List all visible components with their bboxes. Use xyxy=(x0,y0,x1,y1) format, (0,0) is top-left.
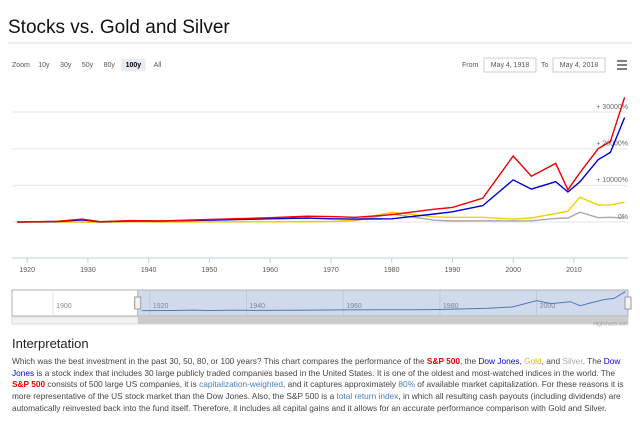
link-text: S&P 500 xyxy=(426,356,460,366)
text-run: is a stock index that includes 30 large … xyxy=(34,367,616,378)
chart-page: Stocks vs. Gold and Silver Zoom 10y 30y 50y… xyxy=(8,17,632,327)
series-line xyxy=(17,97,626,223)
x-tick-label: 1950 xyxy=(202,267,218,274)
zoom-button[interactable]: 10y xyxy=(38,62,50,69)
link-text: Dow Jones xyxy=(12,356,621,378)
navigator-tick-label: 1960 xyxy=(346,303,362,310)
y-tick-label: + 10000% xyxy=(596,177,628,184)
text-run: consists of 500 large US companies, it i… xyxy=(45,379,200,390)
text-run: Which was the best investment in the pas… xyxy=(12,356,427,366)
x-tick-label: 1960 xyxy=(262,267,278,274)
text-run: . The xyxy=(582,356,604,366)
series-line xyxy=(17,117,626,223)
menu-icon[interactable] xyxy=(617,60,627,70)
zoom-button[interactable]: 50y xyxy=(82,62,94,69)
from-label: From xyxy=(462,62,479,69)
navigator-tick-label: 2000 xyxy=(540,303,556,310)
x-tick-label: 1930 xyxy=(80,267,96,274)
link-text: Silver xyxy=(562,356,583,366)
zoom-button[interactable]: All xyxy=(154,62,162,69)
y-tick-label: + 30000% xyxy=(596,104,628,111)
from-input[interactable] xyxy=(483,57,537,73)
page-title: Stocks vs. Gold and Silver xyxy=(8,17,230,38)
text-run: , and xyxy=(541,356,563,366)
to-input[interactable] xyxy=(552,57,606,73)
x-tick-label: 1990 xyxy=(445,267,461,274)
link-text: Dow Jones xyxy=(478,356,520,366)
x-tick-label: 2010 xyxy=(566,267,582,274)
navigator-handle[interactable] xyxy=(624,296,632,310)
x-tick-label: 2000 xyxy=(505,267,521,274)
y-tick-label: + 20000% xyxy=(596,141,628,148)
link-text: S&P 500 xyxy=(12,379,46,390)
from-value: May 4, 1918 xyxy=(491,62,530,69)
article-heading: Interpretation xyxy=(12,336,89,351)
navigator-tick-label: 1900 xyxy=(56,303,72,310)
text-run: , and it captures approximately xyxy=(283,379,399,390)
navigator-tick-label: 1940 xyxy=(250,303,266,310)
x-tick-label: 1940 xyxy=(141,267,157,274)
zoom-button[interactable]: 100y xyxy=(126,62,142,69)
text-run: , in which all resulting cash payouts (i… xyxy=(12,391,621,413)
to-value: May 4, 2018 xyxy=(560,62,599,69)
zoom-label: Zoom xyxy=(12,62,30,69)
link-text: Gold xyxy=(524,356,542,366)
x-tick-label: 1970 xyxy=(323,267,339,274)
navigator-selection[interactable] xyxy=(137,289,629,317)
scrollbar-thumb[interactable] xyxy=(137,317,628,324)
text-run: , xyxy=(519,356,525,366)
x-tick-label: 1920 xyxy=(19,267,35,274)
link-text[interactable]: total return index xyxy=(336,391,399,402)
navigator-tick-label: 1980 xyxy=(443,303,459,310)
navigator-line xyxy=(141,291,626,312)
article-text: Which was the best investment in the pas… xyxy=(12,356,624,415)
navigator-handle[interactable] xyxy=(134,296,142,310)
text-run: of available market capitalization. For … xyxy=(12,379,624,402)
zoom-button[interactable]: 80y xyxy=(104,62,116,69)
article: Interpretation Which was the best invest… xyxy=(12,336,624,415)
zoom-button-bg xyxy=(121,59,146,71)
x-tick-label: 1980 xyxy=(384,267,400,274)
credits: Highcharts.com xyxy=(593,321,628,327)
zoom-button[interactable]: 30y xyxy=(60,62,72,69)
to-label: To xyxy=(541,62,549,69)
link-text[interactable]: capitalization-weighted xyxy=(199,379,284,390)
link-text[interactable]: 80% xyxy=(398,379,415,390)
text-run: , the xyxy=(459,356,479,366)
navigator-tick-label: 1920 xyxy=(153,303,169,310)
